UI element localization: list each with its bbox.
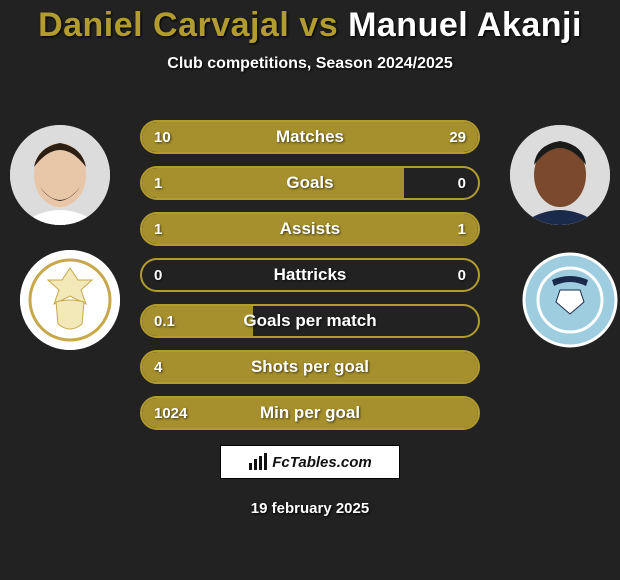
stat-value-left: 1 (154, 221, 162, 238)
title-player-left: Daniel Carvajal (38, 6, 289, 44)
chart-icon (248, 453, 268, 471)
stat-value-right: 29 (449, 129, 466, 146)
player-right-avatar (510, 125, 610, 225)
stat-label: Min per goal (260, 403, 360, 423)
stat-fill-right (229, 122, 478, 152)
stat-value-left: 0 (154, 267, 162, 284)
stat-value-right: 0 (458, 175, 466, 192)
stat-value-left: 1 (154, 175, 162, 192)
player-left-avatar (10, 125, 110, 225)
stat-label: Shots per goal (251, 357, 369, 377)
stat-label: Goals (286, 173, 333, 193)
player-left-avatar-svg (10, 125, 110, 225)
stat-row: 1 Goals 0 (140, 166, 480, 200)
site-logo-text: FcTables.com (272, 454, 371, 471)
stat-label: Hattricks (274, 265, 347, 285)
stat-label: Assists (280, 219, 340, 239)
subtitle: Club competitions, Season 2024/2025 (0, 55, 620, 73)
stat-value-left: 10 (154, 129, 171, 146)
stat-row: 4 Shots per goal (140, 350, 480, 384)
stat-value-left: 0.1 (154, 313, 175, 330)
stat-row: 1024 Min per goal (140, 396, 480, 430)
stat-value-left: 1024 (154, 405, 187, 422)
stats-panel: 10Matches291Goals01Assists10Hattricks00.… (140, 120, 480, 442)
club-left-badge-svg (20, 250, 120, 350)
club-right-badge-svg (520, 250, 620, 350)
title-vs: vs (289, 6, 348, 44)
stat-label: Matches (276, 127, 344, 147)
stat-fill-left (142, 168, 404, 198)
site-logo: FcTables.com (220, 445, 400, 479)
stat-row: 10 Matches 29 (140, 120, 480, 154)
stat-value-left: 4 (154, 359, 162, 376)
stat-row: 0.1 Goals per match (140, 304, 480, 338)
title-player-right: Manuel Akanji (348, 6, 582, 44)
footer-date: 19 february 2025 (251, 500, 369, 517)
stat-value-right: 0 (458, 267, 466, 284)
comparison-title: Daniel Carvajal vs Manuel Akanji (0, 0, 620, 45)
stat-row: 0 Hattricks 0 (140, 258, 480, 292)
stat-value-right: 1 (458, 221, 466, 238)
stat-row: 1 Assists 1 (140, 212, 480, 246)
player-right-avatar-svg (510, 125, 610, 225)
stat-label: Goals per match (243, 311, 376, 331)
club-right-badge (520, 250, 620, 350)
club-left-badge (20, 250, 120, 350)
